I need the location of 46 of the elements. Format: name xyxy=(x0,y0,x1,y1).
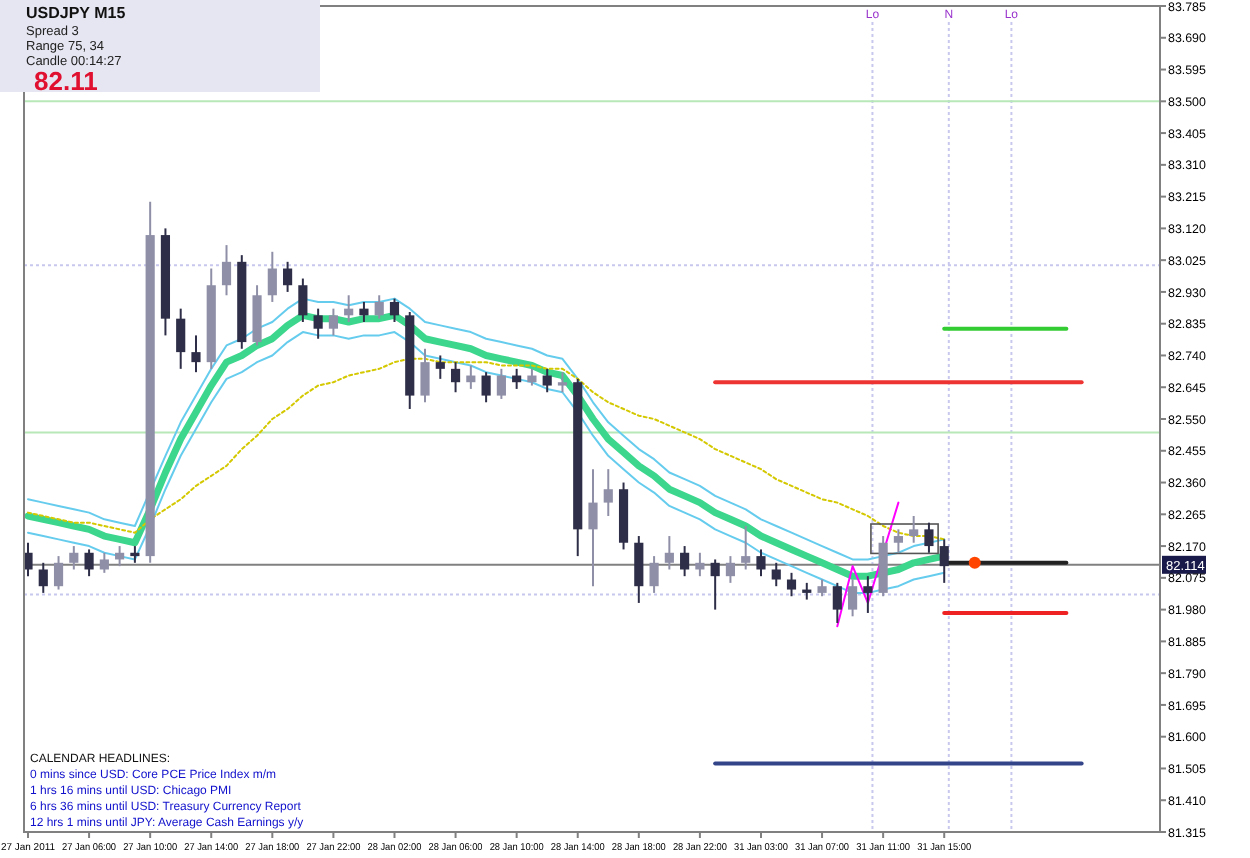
candlestick xyxy=(191,334,201,374)
chart-title: USDJPY M15 xyxy=(26,4,127,22)
candlestick xyxy=(863,575,873,614)
candlestick xyxy=(634,535,644,604)
candlestick xyxy=(313,307,323,340)
candlestick xyxy=(267,250,277,303)
candlestick xyxy=(99,551,109,574)
candlestick xyxy=(924,521,934,554)
candlestick xyxy=(69,545,79,571)
candlestick xyxy=(496,367,506,400)
candlestick xyxy=(741,525,751,571)
candlestick xyxy=(649,555,659,594)
candlestick xyxy=(725,555,736,584)
candlestick xyxy=(450,361,461,394)
candlestick xyxy=(374,294,384,320)
candlestick xyxy=(848,578,858,618)
candlestick xyxy=(435,354,445,380)
annotation: 82.11 xyxy=(34,66,98,96)
candlestick xyxy=(557,371,568,394)
candlestick xyxy=(38,561,48,594)
candlestick xyxy=(359,300,369,324)
candlestick xyxy=(893,528,903,554)
candlestick xyxy=(664,535,674,571)
candlestick xyxy=(710,558,720,611)
candlestick xyxy=(53,555,64,591)
candlestick xyxy=(786,571,797,598)
candlestick xyxy=(909,514,919,544)
candlestick xyxy=(420,347,430,404)
candlestick xyxy=(832,581,842,624)
candlestick xyxy=(389,297,400,324)
candlestick xyxy=(588,468,598,588)
candlestick xyxy=(252,284,262,347)
candlestick xyxy=(939,538,949,584)
candlestick xyxy=(283,260,293,293)
candlestick xyxy=(221,244,232,297)
candlestick xyxy=(481,371,491,404)
candlestick xyxy=(176,307,186,370)
candlestick xyxy=(84,548,94,578)
candlestick xyxy=(680,545,690,578)
candlestick xyxy=(756,548,766,578)
candlestick xyxy=(603,468,613,517)
line-series xyxy=(836,501,900,628)
candlestick xyxy=(542,367,552,394)
candlestick xyxy=(771,561,781,588)
candlestick xyxy=(328,307,338,337)
candlestick xyxy=(298,277,308,324)
